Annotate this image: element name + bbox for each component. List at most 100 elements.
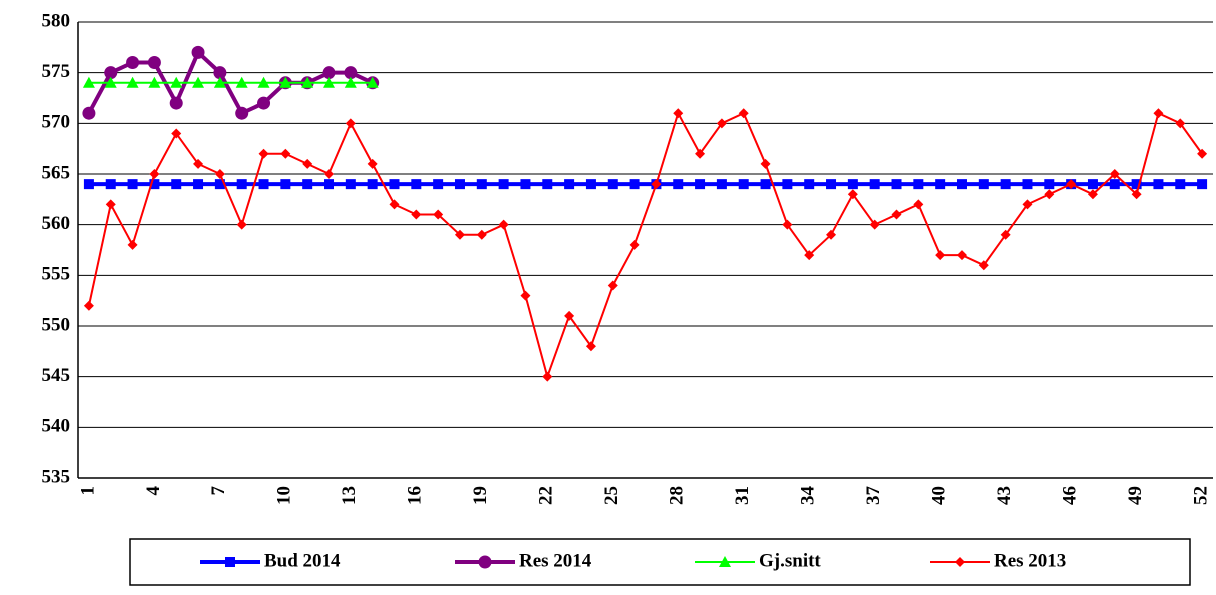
marker — [913, 199, 924, 210]
marker — [607, 179, 618, 190]
marker — [498, 219, 509, 230]
marker — [760, 179, 771, 190]
marker — [149, 169, 160, 179]
marker — [804, 250, 815, 261]
marker — [235, 76, 248, 88]
marker — [935, 250, 946, 261]
marker — [367, 158, 378, 169]
x-tick-label: 7 — [208, 486, 229, 496]
marker — [542, 371, 553, 382]
marker — [389, 179, 400, 190]
marker — [1175, 179, 1186, 190]
marker — [1087, 189, 1098, 200]
x-tick-label: 16 — [405, 486, 426, 505]
marker — [324, 169, 335, 179]
marker — [191, 45, 205, 59]
x-tick-label: 46 — [1059, 486, 1080, 505]
marker — [1131, 189, 1142, 200]
marker — [585, 179, 596, 190]
marker — [411, 209, 422, 220]
marker — [171, 128, 182, 139]
marker — [193, 179, 204, 190]
marker — [344, 76, 357, 88]
x-tick-label: 31 — [732, 486, 753, 505]
marker — [719, 556, 731, 567]
marker — [956, 250, 967, 261]
marker — [695, 179, 706, 190]
marker — [104, 76, 117, 88]
x-tick-label: 49 — [1125, 486, 1146, 505]
marker — [520, 290, 531, 301]
legend-label: Res 2014 — [519, 550, 592, 571]
y-tick-label: 540 — [42, 416, 71, 437]
marker — [214, 169, 225, 179]
x-tick-label: 4 — [143, 486, 164, 496]
marker — [1087, 179, 1098, 190]
marker — [171, 179, 182, 190]
series-line — [87, 110, 1203, 381]
marker — [716, 118, 727, 129]
marker — [1131, 179, 1142, 190]
marker — [235, 106, 249, 120]
marker — [935, 179, 946, 190]
marker — [454, 179, 465, 190]
x-tick-label: 28 — [667, 486, 688, 505]
legend-label: Bud 2014 — [264, 550, 341, 571]
marker — [520, 179, 531, 190]
y-tick-label: 560 — [42, 213, 71, 234]
marker — [695, 148, 706, 159]
marker — [891, 179, 902, 190]
x-tick-label: 40 — [929, 486, 950, 505]
marker — [955, 557, 965, 567]
marker — [170, 76, 183, 88]
marker — [847, 179, 858, 190]
marker — [322, 66, 336, 80]
marker — [804, 179, 815, 190]
marker — [411, 179, 422, 190]
marker — [323, 76, 336, 88]
marker — [738, 179, 749, 190]
marker — [213, 76, 226, 88]
marker — [629, 239, 640, 250]
x-tick-label: 34 — [798, 486, 819, 506]
marker — [1022, 179, 1033, 190]
marker — [454, 229, 465, 240]
marker — [83, 179, 94, 190]
x-tick-label: 13 — [339, 486, 360, 505]
y-tick-label: 580 — [42, 10, 71, 31]
marker — [1175, 118, 1186, 129]
y-tick-label: 535 — [42, 466, 71, 487]
legend-box — [129, 538, 1191, 586]
marker — [498, 179, 509, 190]
marker — [389, 199, 400, 210]
marker — [433, 209, 444, 220]
marker — [214, 179, 225, 190]
marker — [1066, 179, 1077, 190]
marker — [126, 56, 140, 70]
marker — [105, 199, 116, 210]
marker — [891, 209, 902, 220]
x-tick-label: 25 — [601, 486, 622, 505]
marker — [367, 179, 378, 190]
marker — [104, 66, 118, 80]
marker — [127, 239, 138, 250]
marker — [148, 76, 161, 88]
marker — [1109, 169, 1120, 179]
x-tick-label: 1 — [77, 486, 98, 496]
marker — [82, 106, 96, 120]
marker — [1022, 199, 1033, 210]
marker — [302, 179, 313, 190]
marker — [257, 76, 270, 88]
marker — [956, 179, 967, 190]
legend-label: Gj.snitt — [759, 550, 821, 571]
marker — [258, 148, 269, 159]
marker — [978, 260, 989, 271]
marker — [716, 179, 727, 190]
legend-label: Res 2013 — [994, 550, 1066, 571]
marker — [193, 158, 204, 169]
marker — [105, 179, 116, 190]
marker — [1044, 189, 1055, 200]
x-tick-label: 22 — [536, 486, 557, 505]
marker — [1153, 108, 1164, 119]
